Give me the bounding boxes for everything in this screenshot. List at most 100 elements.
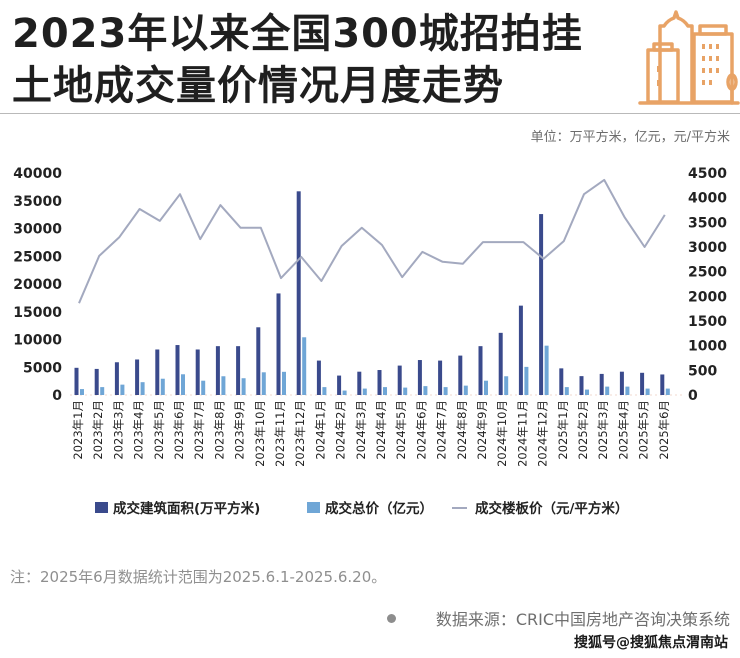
total-price-bar <box>201 380 206 395</box>
units-label: 单位：万平方米，亿元，元/平方米 <box>530 130 730 145</box>
right-tick-label: 0 <box>688 388 698 404</box>
total-price-bars <box>80 337 670 395</box>
area-bar <box>660 374 665 395</box>
area-bar <box>619 371 624 395</box>
floor-price-line <box>78 178 666 304</box>
area-bar <box>640 372 645 395</box>
right-tick-label: 1000 <box>688 339 727 355</box>
area-bar <box>518 305 523 395</box>
x-tick-label: 2023年3月 <box>111 400 125 460</box>
area-bar <box>135 359 140 395</box>
total-price-bar <box>261 372 266 395</box>
data-source: 数据来源：CRIC中国房地产咨询决策系统 <box>386 606 730 630</box>
total-price-bar <box>403 387 408 395</box>
left-axis-ticks: 0 5000 10000 15000 20000 25000 30000 35000 40000 <box>13 166 62 404</box>
x-tick-label: 2024年9月 <box>475 400 489 460</box>
x-tick-label: 2023年2月 <box>91 400 105 460</box>
total-price-bar <box>504 376 509 395</box>
area-bar <box>377 370 382 395</box>
area-bar <box>417 360 422 395</box>
left-tick-label: 10000 <box>13 333 62 349</box>
total-price-bar <box>605 386 610 395</box>
left-tick-label: 15000 <box>13 305 62 321</box>
area-bar <box>498 332 503 395</box>
x-tick-label: 2023年9月 <box>233 400 247 460</box>
legend-swatch-area <box>95 502 108 513</box>
area-bar <box>256 327 261 395</box>
area-bar <box>94 368 99 395</box>
x-tick-label: 2023年4月 <box>132 400 146 460</box>
total-price-bar <box>362 388 367 395</box>
area-bar <box>155 349 160 395</box>
combo-chart: 0500010000150002000025000300003500040000… <box>13 166 727 517</box>
total-price-bar <box>383 387 387 395</box>
x-tick-label: 2025年5月 <box>637 400 651 460</box>
total-price-bar <box>665 388 670 395</box>
x-tick-label: 2024年6月 <box>414 400 428 460</box>
total-price-bar <box>282 371 286 395</box>
right-tick-label: 3000 <box>688 240 727 256</box>
legend-swatch-total <box>307 502 320 513</box>
area-bar <box>175 345 180 395</box>
x-tick-label: 2023年11月 <box>273 400 287 467</box>
x-tick-label: 2024年2月 <box>334 400 348 460</box>
total-price-bar <box>625 386 630 395</box>
total-price-bar <box>140 382 145 395</box>
x-tick-label: 2023年5月 <box>152 400 166 460</box>
area-bar <box>478 346 483 395</box>
x-tick-label: 2025年1月 <box>556 400 570 460</box>
area-bar <box>316 360 321 395</box>
x-tick-label: 2023年12月 <box>293 400 307 467</box>
area-bar <box>74 367 79 395</box>
x-tick-label: 2024年10月 <box>495 400 509 467</box>
right-tick-label: 1500 <box>688 314 727 330</box>
left-tick-label: 5000 <box>23 360 62 376</box>
left-tick-label: 25000 <box>13 249 62 265</box>
area-bar <box>599 373 604 395</box>
area-bar <box>114 362 119 395</box>
area-bar <box>215 346 220 395</box>
area-bar <box>539 214 544 395</box>
total-price-bar <box>423 386 428 395</box>
site-watermark: 搜狐号@搜狐焦点渭南站 <box>574 635 728 651</box>
left-tick-label: 0 <box>52 388 62 404</box>
x-tick-label: 2025年3月 <box>596 400 610 460</box>
right-tick-label: 2000 <box>688 289 727 305</box>
total-price-bar <box>221 376 226 395</box>
total-price-bar <box>443 387 448 395</box>
x-tick-label: 2025年4月 <box>616 400 630 460</box>
legend: 成交建筑面积(万平方米) 成交总价（亿元） 成交楼板价（元/平方米） <box>95 500 628 517</box>
right-tick-label: 500 <box>688 363 717 379</box>
area-bar <box>195 349 200 395</box>
x-tick-label: 2023年10月 <box>253 400 267 467</box>
total-price-bar <box>544 345 549 395</box>
header-divider <box>0 113 740 114</box>
total-price-bar <box>160 378 165 395</box>
total-price-bar <box>241 378 246 395</box>
left-tick-label: 40000 <box>13 166 62 182</box>
x-tick-label: 2024年7月 <box>435 400 449 460</box>
x-tick-label: 2023年6月 <box>172 400 186 460</box>
area-bar <box>559 368 564 395</box>
x-tick-label: 2024年4月 <box>374 400 388 460</box>
x-tick-label: 2023年7月 <box>192 400 206 460</box>
x-tick-label: 2025年2月 <box>576 400 590 460</box>
bullet-icon <box>386 613 396 623</box>
total-price-bar <box>524 366 529 395</box>
x-tick-label: 2023年1月 <box>71 400 85 460</box>
area-bar <box>276 293 281 395</box>
total-price-bar <box>80 389 84 395</box>
total-price-bar <box>302 337 307 395</box>
right-tick-label: 4000 <box>688 191 727 207</box>
total-price-bar <box>564 387 569 395</box>
area-bar <box>236 346 241 395</box>
area-bar <box>438 360 443 395</box>
total-price-bar <box>585 389 589 395</box>
footnote: 注：2025年6月数据统计范围为2025.6.1-2025.6.20。 <box>10 568 387 586</box>
area-bar <box>357 371 362 395</box>
right-tick-label: 3500 <box>688 215 727 231</box>
area-bar <box>579 376 584 395</box>
legend-label-total: 成交总价（亿元） <box>325 500 433 517</box>
area-bar <box>296 191 301 395</box>
total-price-bar <box>342 390 347 395</box>
